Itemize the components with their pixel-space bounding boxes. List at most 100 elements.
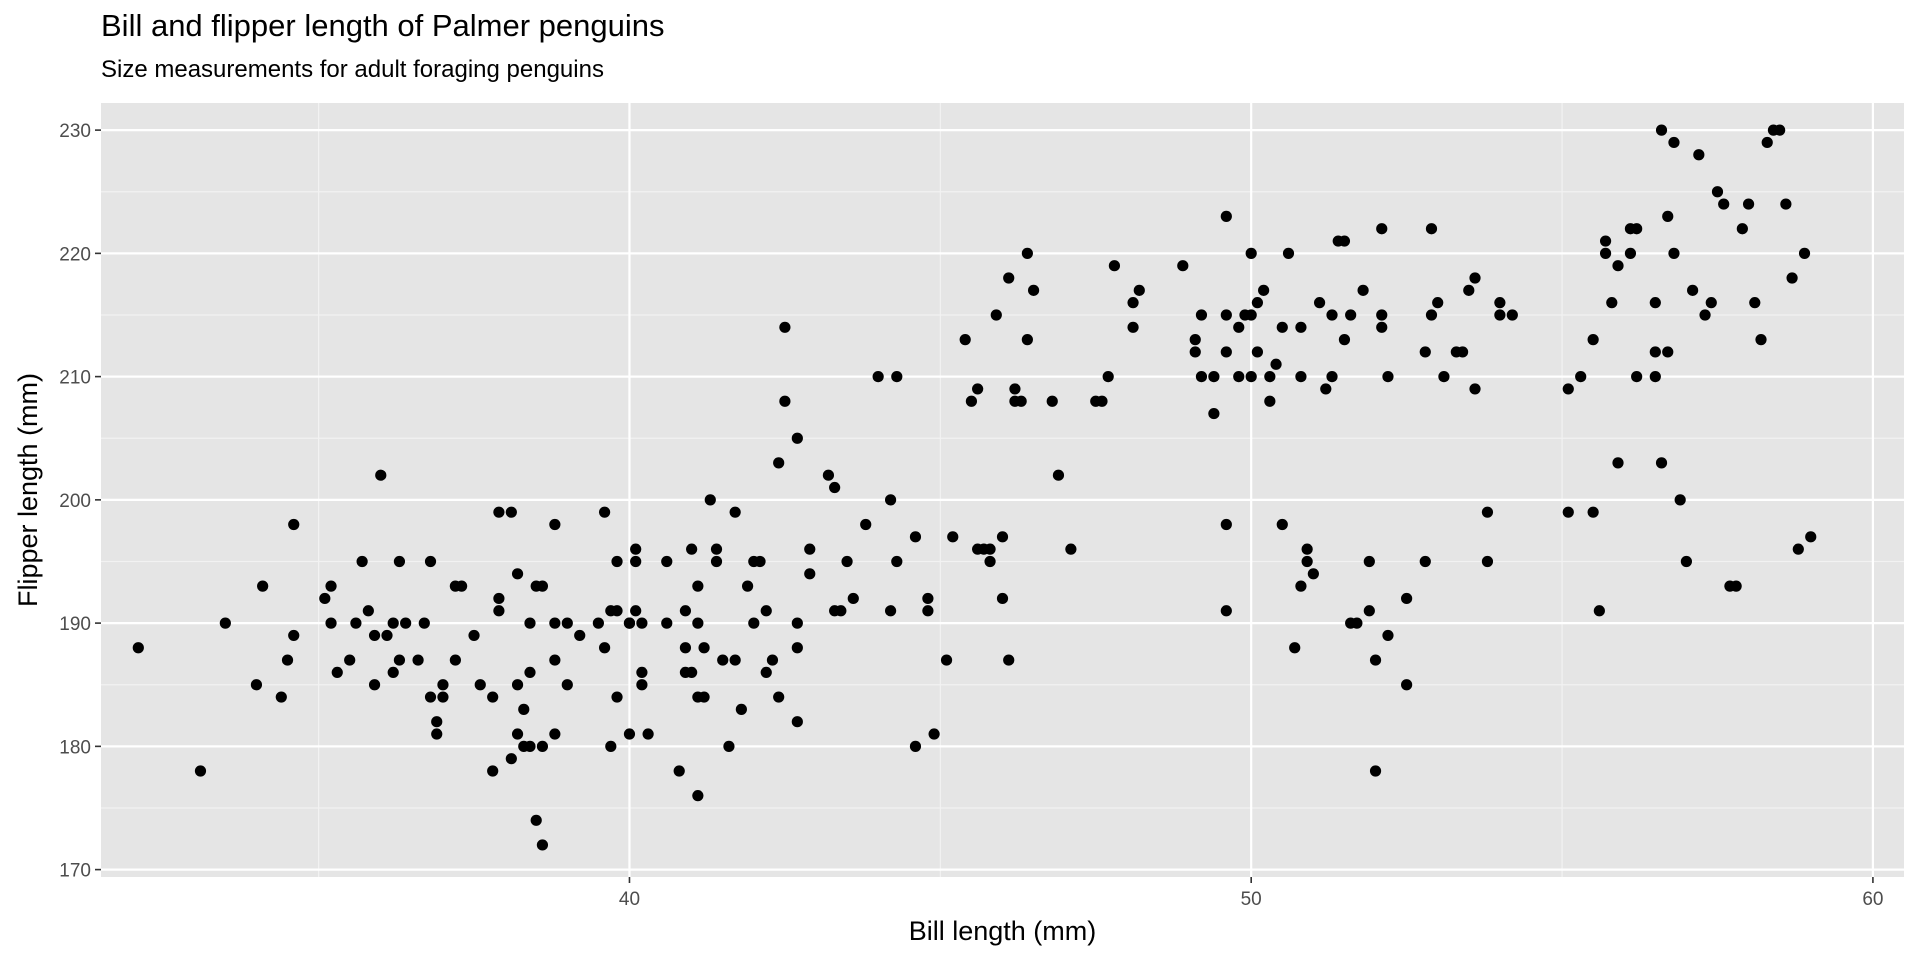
data-point bbox=[1798, 247, 1811, 259]
data-point bbox=[288, 518, 300, 531]
data-point bbox=[623, 728, 636, 740]
data-point bbox=[1245, 371, 1257, 383]
data-point bbox=[1133, 284, 1145, 296]
data-point bbox=[1338, 334, 1351, 346]
data-point bbox=[362, 605, 374, 617]
data-point bbox=[1220, 210, 1232, 222]
data-point bbox=[1425, 223, 1438, 235]
data-point bbox=[1438, 371, 1450, 383]
data-point bbox=[1108, 260, 1121, 272]
data-point bbox=[1481, 555, 1494, 568]
data-point bbox=[1575, 371, 1587, 383]
data-point bbox=[1668, 136, 1680, 149]
data-point bbox=[1357, 284, 1369, 296]
data-point bbox=[1668, 247, 1680, 259]
data-point bbox=[511, 679, 524, 691]
data-point bbox=[1009, 383, 1021, 395]
data-point bbox=[1612, 260, 1624, 272]
data-point bbox=[1220, 518, 1232, 531]
data-point bbox=[984, 543, 996, 555]
data-point bbox=[1295, 580, 1307, 592]
data-point bbox=[692, 580, 704, 592]
data-point bbox=[400, 617, 412, 629]
data-point bbox=[611, 691, 623, 703]
data-point bbox=[331, 666, 343, 679]
data-point bbox=[735, 703, 747, 715]
data-point bbox=[661, 555, 673, 568]
data-point bbox=[679, 642, 692, 654]
data-point bbox=[760, 605, 772, 617]
data-point bbox=[773, 457, 785, 469]
x-tick-label: 40 bbox=[619, 889, 640, 910]
data-point bbox=[424, 555, 437, 568]
data-point bbox=[723, 740, 735, 752]
data-point bbox=[468, 629, 480, 642]
data-point bbox=[1127, 297, 1139, 309]
data-point bbox=[630, 555, 642, 568]
data-point bbox=[1345, 309, 1357, 321]
data-point bbox=[437, 691, 449, 703]
data-point bbox=[611, 555, 623, 568]
data-point bbox=[1655, 124, 1668, 136]
data-point bbox=[748, 617, 760, 629]
data-point bbox=[773, 691, 785, 703]
data-point bbox=[1363, 555, 1375, 568]
data-point bbox=[1021, 334, 1033, 346]
data-point bbox=[1289, 642, 1301, 654]
data-point bbox=[1730, 580, 1742, 592]
data-point bbox=[505, 753, 517, 765]
data-point bbox=[1494, 297, 1506, 309]
data-point bbox=[493, 592, 505, 605]
data-point bbox=[549, 617, 561, 629]
y-tick-label: 180 bbox=[59, 737, 91, 758]
data-point bbox=[1382, 629, 1394, 642]
data-point bbox=[1177, 260, 1189, 272]
data-point bbox=[673, 765, 685, 777]
data-point bbox=[1251, 346, 1264, 358]
data-point bbox=[804, 543, 816, 555]
data-point bbox=[1102, 371, 1114, 383]
data-point bbox=[493, 605, 505, 617]
data-point bbox=[972, 383, 984, 395]
data-point bbox=[704, 494, 716, 506]
data-point bbox=[1494, 309, 1506, 321]
data-point bbox=[1313, 297, 1326, 309]
data-point bbox=[1587, 334, 1599, 346]
data-point bbox=[418, 617, 430, 629]
data-point bbox=[1780, 198, 1792, 210]
data-point bbox=[1742, 198, 1755, 210]
data-point bbox=[1425, 309, 1438, 321]
data-point bbox=[1208, 371, 1220, 383]
data-point bbox=[1245, 309, 1257, 321]
data-point bbox=[1307, 568, 1319, 580]
data-point bbox=[1369, 765, 1382, 777]
data-point bbox=[1301, 543, 1313, 555]
data-point bbox=[549, 728, 561, 740]
data-point bbox=[319, 592, 331, 605]
data-point bbox=[872, 371, 884, 383]
plot-panel bbox=[101, 103, 1904, 877]
data-point bbox=[1562, 383, 1574, 395]
data-point bbox=[605, 740, 617, 752]
data-point bbox=[841, 555, 853, 568]
data-point bbox=[1295, 371, 1307, 383]
data-point bbox=[698, 642, 710, 654]
data-point bbox=[791, 642, 803, 654]
data-point bbox=[1065, 543, 1077, 555]
data-point bbox=[1599, 247, 1612, 259]
data-point bbox=[1606, 297, 1618, 309]
data-point bbox=[1736, 223, 1748, 235]
x-tick-label: 50 bbox=[1241, 889, 1262, 910]
data-point bbox=[1021, 247, 1033, 259]
y-tick-label: 230 bbox=[59, 121, 91, 142]
data-point bbox=[847, 592, 859, 605]
data-point bbox=[1786, 272, 1798, 284]
data-point bbox=[1674, 494, 1686, 506]
data-point bbox=[536, 839, 549, 851]
data-point bbox=[996, 531, 1009, 543]
data-point bbox=[412, 654, 424, 666]
data-point bbox=[829, 481, 841, 494]
data-point bbox=[1382, 371, 1394, 383]
data-point bbox=[1282, 247, 1295, 259]
data-point bbox=[1612, 457, 1624, 469]
